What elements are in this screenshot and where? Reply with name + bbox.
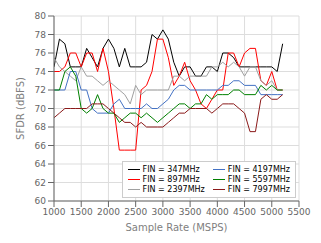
svg-text:72: 72: [35, 85, 46, 95]
svg-text:76: 76: [35, 48, 47, 58]
svg-text:74: 74: [35, 67, 47, 77]
svg-text:2000: 2000: [97, 207, 120, 217]
svg-text:80: 80: [35, 11, 47, 21]
html-text:FIN = 347MHz: FIN = 347MHz: [142, 165, 200, 174]
svg-text:2500: 2500: [124, 207, 147, 217]
svg-text:1000: 1000: [43, 207, 66, 217]
svg-text:60: 60: [35, 196, 47, 206]
svg-text:SFDR (dBFS): SFDR (dBFS): [15, 77, 26, 140]
svg-text:64: 64: [35, 159, 47, 169]
svg-text:4500: 4500: [233, 207, 256, 217]
html-text:FIN = 897MHz: FIN = 897MHz: [142, 175, 200, 184]
svg-text:62: 62: [35, 178, 46, 188]
svg-text:1500: 1500: [70, 207, 93, 217]
svg-text:78: 78: [35, 30, 47, 40]
html-text:FIN = 4197MHz: FIN = 4197MHz: [227, 165, 290, 174]
svg-text:4000: 4000: [206, 207, 229, 217]
svg-text:3000: 3000: [151, 207, 174, 217]
svg-text:5500: 5500: [288, 207, 311, 217]
html-text:FIN = 5597MHz: FIN = 5597MHz: [227, 175, 290, 184]
svg-text:5000: 5000: [260, 207, 283, 217]
svg-text:68: 68: [35, 122, 47, 132]
svg-text:3500: 3500: [179, 207, 202, 217]
svg-text:66: 66: [35, 141, 47, 151]
svg-text:Sample Rate (MSPS): Sample Rate (MSPS): [126, 222, 228, 233]
svg-text:70: 70: [35, 104, 47, 114]
html-text:FIN = 2397MHz: FIN = 2397MHz: [142, 185, 205, 194]
html-text:FIN = 7997MHz: FIN = 7997MHz: [227, 185, 290, 194]
